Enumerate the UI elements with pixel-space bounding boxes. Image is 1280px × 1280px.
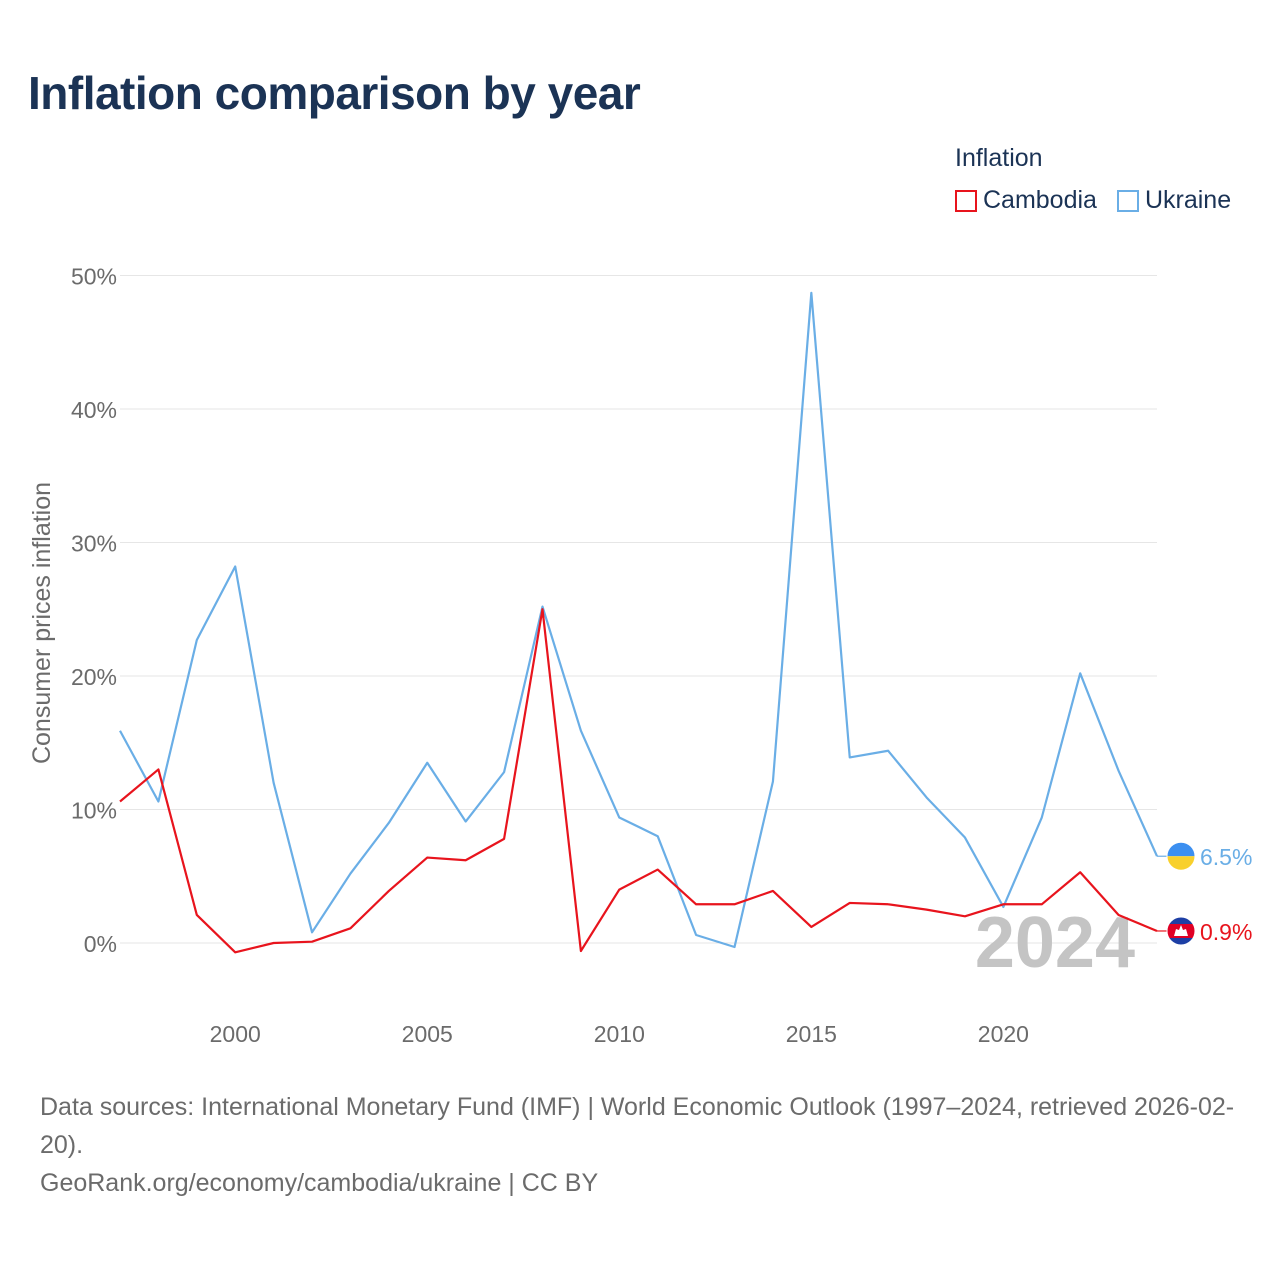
flag-temple [1174, 924, 1188, 936]
grid-lines [120, 275, 1157, 944]
flag-ring [1166, 916, 1196, 946]
series-line-cambodia [119, 608, 1158, 954]
y-tick-label: 10% [71, 798, 117, 824]
y-tick-label: 40% [71, 397, 117, 423]
y-tick-label: 0% [84, 931, 117, 957]
x-axis: 2000 2005 2010 2015 2020 [210, 1021, 1029, 1047]
y-axis: 0% 10% 20% 30% 40% 50% [71, 264, 117, 958]
year-watermark: 2024 [975, 903, 1135, 983]
y-tick-label: 30% [71, 531, 117, 557]
y-axis-label: Consumer prices inflation [28, 482, 56, 764]
end-value-label-ukraine: 6.5% [1200, 844, 1252, 870]
x-tick-label: 2010 [594, 1021, 645, 1047]
credit-link[interactable]: GeoRank.org/economy/cambodia/ukraine | C… [40, 1169, 599, 1197]
end-markers: 0.9% 6.5% [1157, 841, 1252, 946]
legend-swatch-cambodia [955, 189, 977, 212]
x-tick-label: 2020 [978, 1021, 1029, 1047]
legend-item-ukraine[interactable]: Ukraine [1116, 186, 1232, 215]
chart-title: Inflation comparison by year [28, 67, 641, 119]
series-line-ukraine [119, 291, 1159, 949]
legend: Cambodia Ukraine [955, 186, 1231, 215]
cambodia-flag-icon [1167, 916, 1195, 945]
legend-label-cambodia: Cambodia [983, 186, 1097, 214]
flag-stripe-blue [1167, 842, 1195, 857]
flag-ring [1166, 841, 1196, 871]
ukraine-flag-icon [1167, 842, 1195, 871]
x-tick-label: 2015 [786, 1021, 837, 1047]
series-lines [119, 291, 1159, 954]
line-chart: 0% 10% 20% 30% 40% 50% 2000 2005 2010 2015 2020 C… [28, 264, 1252, 1048]
legend-label-ukraine: Ukraine [1144, 186, 1232, 214]
y-tick-label: 20% [71, 664, 117, 690]
legend-title: Inflation [955, 144, 1043, 172]
legend-swatch-ukraine [1116, 189, 1139, 212]
legend-item-cambodia[interactable]: Cambodia [955, 186, 1097, 215]
footer: Data sources: International Monetary Fun… [40, 1088, 1250, 1202]
flag-stripe-yellow [1167, 856, 1195, 871]
x-tick-label: 2000 [210, 1021, 261, 1047]
y-tick-label: 50% [71, 264, 117, 290]
data-source-note: Data sources: International Monetary Fun… [40, 1093, 1235, 1159]
end-value-label-cambodia: 0.9% [1200, 919, 1252, 945]
x-tick-label: 2005 [402, 1021, 453, 1047]
